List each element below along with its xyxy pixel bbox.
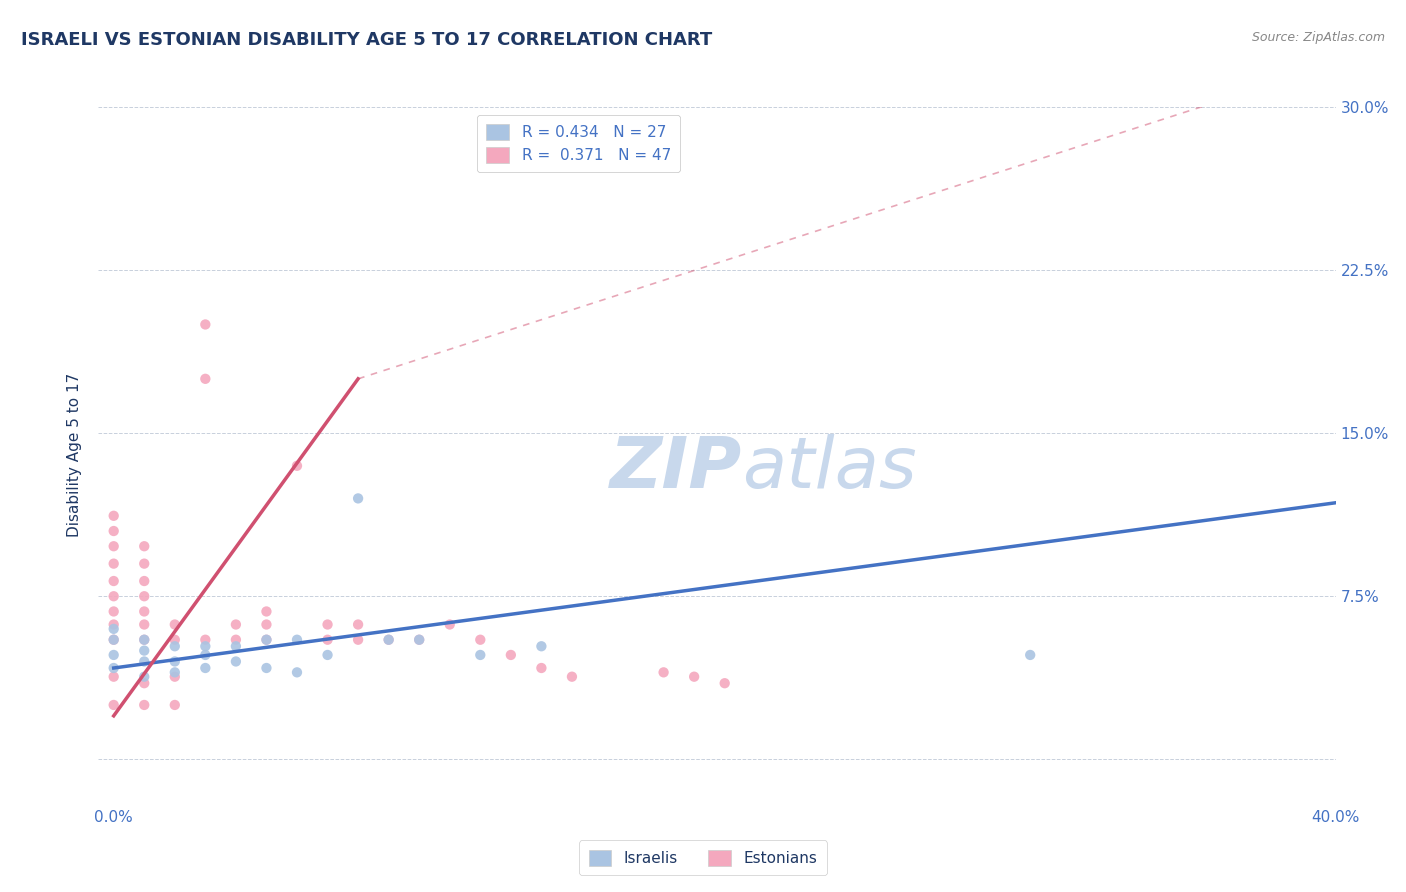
Point — [1019, 648, 1042, 662]
Point — [194, 648, 217, 662]
Text: ZIP: ZIP — [610, 434, 742, 503]
Point — [134, 617, 156, 632]
Point — [103, 622, 125, 636]
Text: atlas: atlas — [742, 434, 917, 503]
Point — [316, 617, 339, 632]
Point — [194, 632, 217, 647]
Point — [163, 617, 186, 632]
Point — [285, 665, 308, 680]
Point — [316, 648, 339, 662]
Point — [225, 632, 247, 647]
Point — [194, 318, 217, 332]
Point — [103, 605, 125, 619]
Point — [439, 617, 461, 632]
Point — [256, 632, 278, 647]
Point — [103, 698, 125, 712]
Point — [134, 698, 156, 712]
Point — [408, 632, 430, 647]
Point — [163, 698, 186, 712]
Point — [163, 639, 186, 653]
Point — [134, 539, 156, 553]
Point — [194, 661, 217, 675]
Point — [225, 617, 247, 632]
Point — [134, 670, 156, 684]
Point — [470, 648, 492, 662]
Point — [652, 665, 675, 680]
Text: Source: ZipAtlas.com: Source: ZipAtlas.com — [1251, 31, 1385, 45]
Point — [103, 589, 125, 603]
Point — [256, 661, 278, 675]
Text: ISRAELI VS ESTONIAN DISABILITY AGE 5 TO 17 CORRELATION CHART: ISRAELI VS ESTONIAN DISABILITY AGE 5 TO … — [21, 31, 713, 49]
Legend: Israelis, Estonians: Israelis, Estonians — [579, 840, 827, 875]
Point — [713, 676, 735, 690]
Point — [134, 643, 156, 657]
Point — [103, 617, 125, 632]
Point — [103, 648, 125, 662]
Point — [103, 524, 125, 538]
Point — [163, 655, 186, 669]
Point — [256, 605, 278, 619]
Point — [134, 557, 156, 571]
Y-axis label: Disability Age 5 to 17: Disability Age 5 to 17 — [67, 373, 83, 537]
Point — [163, 665, 186, 680]
Point — [134, 605, 156, 619]
Point — [134, 676, 156, 690]
Point — [103, 539, 125, 553]
Point — [561, 670, 583, 684]
Point — [347, 632, 370, 647]
Point — [225, 639, 247, 653]
Point — [194, 639, 217, 653]
Point — [285, 458, 308, 473]
Point — [134, 589, 156, 603]
Point — [530, 661, 553, 675]
Point — [103, 574, 125, 588]
Point — [683, 670, 706, 684]
Point — [285, 632, 308, 647]
Point — [103, 670, 125, 684]
Point — [347, 491, 370, 506]
Point — [377, 632, 399, 647]
Point — [103, 632, 125, 647]
Point — [194, 372, 217, 386]
Point — [256, 617, 278, 632]
Point — [103, 557, 125, 571]
Point — [530, 639, 553, 653]
Point — [347, 617, 370, 632]
Point — [134, 632, 156, 647]
Point — [408, 632, 430, 647]
Point — [103, 632, 125, 647]
Point — [256, 632, 278, 647]
Point — [103, 661, 125, 675]
Legend: R = 0.434   N = 27, R =  0.371   N = 47: R = 0.434 N = 27, R = 0.371 N = 47 — [477, 115, 681, 172]
Point — [163, 670, 186, 684]
Point — [134, 655, 156, 669]
Point — [470, 632, 492, 647]
Point — [134, 632, 156, 647]
Point — [499, 648, 522, 662]
Point — [134, 574, 156, 588]
Point — [163, 632, 186, 647]
Point — [225, 655, 247, 669]
Point — [377, 632, 399, 647]
Point — [103, 508, 125, 523]
Point — [316, 632, 339, 647]
